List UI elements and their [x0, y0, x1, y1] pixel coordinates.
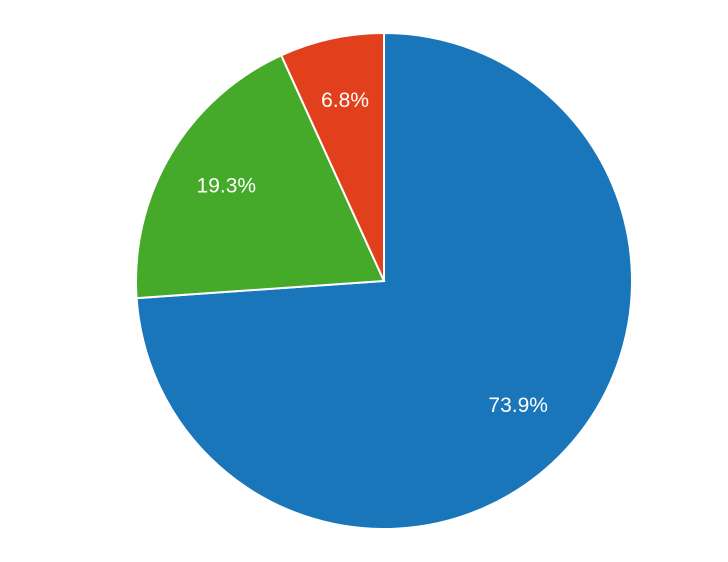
slice-label: 6.8%: [321, 89, 369, 112]
pie-slice: [135, 53, 386, 300]
slice-label: 73.9%: [488, 394, 548, 417]
pie-slice: [279, 31, 385, 282]
slice-label: 19.3%: [197, 175, 257, 198]
